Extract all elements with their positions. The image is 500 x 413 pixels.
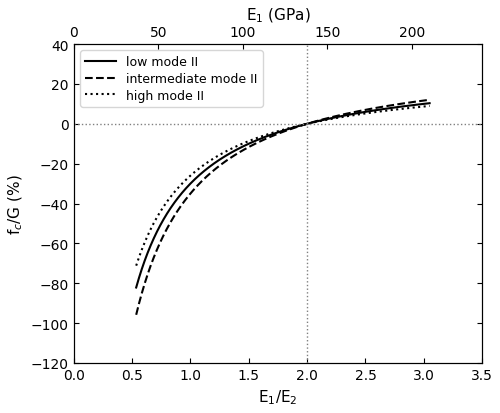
high mode II [133,263,139,268]
high mode II [418,105,424,110]
X-axis label: E$_1$ (GPa): E$_1$ (GPa) [246,7,310,25]
Line: intermediate mode II: intermediate mode II [136,100,430,315]
Y-axis label: f$_c$/G (%): f$_c$/G (%) [7,174,26,234]
intermediate mode II [364,108,370,113]
intermediate mode II [418,99,424,104]
intermediate mode II [133,313,139,318]
high mode II [426,104,432,109]
low mode II [418,102,424,107]
low mode II [426,102,432,107]
low mode II [276,130,282,135]
intermediate mode II [276,132,282,137]
high mode II [276,129,282,134]
high mode II [364,112,370,116]
Line: high mode II: high mode II [136,107,430,266]
high mode II [418,105,424,110]
Legend: low mode II, intermediate mode II, high mode II: low mode II, intermediate mode II, high … [80,51,262,107]
low mode II [148,242,154,247]
intermediate mode II [268,135,274,140]
low mode II [268,133,274,138]
X-axis label: E$_1$/E$_2$: E$_1$/E$_2$ [258,387,298,406]
high mode II [148,226,154,231]
intermediate mode II [426,98,432,103]
intermediate mode II [418,99,424,104]
low mode II [418,102,424,107]
high mode II [268,131,274,136]
intermediate mode II [148,262,154,267]
low mode II [364,110,370,115]
low mode II [133,285,139,290]
Line: low mode II: low mode II [136,104,430,288]
